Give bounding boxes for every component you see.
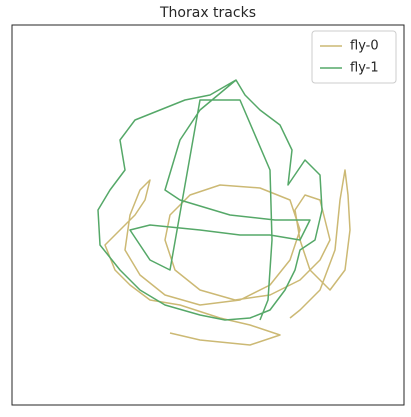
track-line	[104, 169, 351, 346]
legend-label: fly-1	[350, 61, 379, 76]
track-line	[97, 79, 323, 321]
legend-label: fly-0	[350, 39, 379, 54]
chart-title: Thorax tracks	[159, 5, 256, 21]
legend-box	[311, 30, 397, 84]
